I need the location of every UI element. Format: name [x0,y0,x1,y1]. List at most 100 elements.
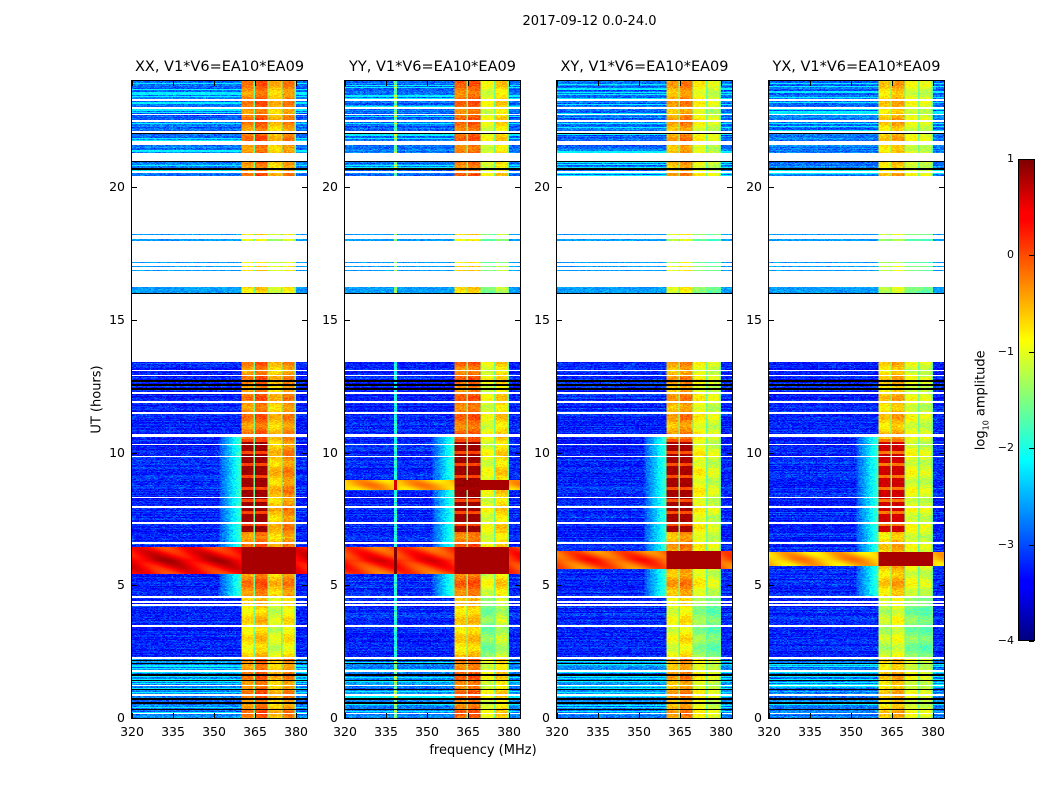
x-tick [173,81,175,86]
y-tick-label: 20 [109,179,125,195]
x-tick [132,81,133,86]
x-tick [851,81,853,86]
y-tick [302,452,307,454]
x-tick [427,81,429,86]
colorbar-tick [1029,159,1034,160]
x-tick [639,713,641,718]
y-tick [727,452,732,454]
y-tick [769,319,774,321]
colorbar-tick [1029,641,1034,642]
x-tick-label: 365 [456,724,480,739]
x-tick-label: 380 [284,724,308,739]
x-tick-label: 320 [120,724,144,739]
colorbar-tick-label: −2 [997,441,1014,455]
y-tick-label: 15 [322,311,338,327]
spectrogram-heatmap [557,81,732,718]
y-tick [345,452,350,454]
y-tick [939,718,944,719]
x-tick [680,713,682,718]
x-tick-label: 365 [243,724,267,739]
y-tick [345,187,350,189]
x-tick [255,81,257,86]
spectrogram-panel [131,80,308,719]
x-tick [557,713,558,718]
figure-title: 2017-09-12 0.0-24.0 [522,14,657,29]
x-tick [386,81,388,86]
x-tick [680,81,682,86]
colorbar-tick-label: 0 [1007,248,1014,262]
y-tick [132,319,137,321]
y-tick [769,187,774,189]
y-tick-label: 5 [754,577,762,593]
spectrogram-panel [768,80,945,719]
y-tick [515,585,520,587]
spectrogram-heatmap [769,81,944,718]
y-axis-label: UT (hours) [89,365,105,434]
y-tick [557,452,562,454]
y-tick [132,718,137,719]
x-tick [345,713,346,718]
spectrogram-panel [556,80,733,719]
y-tick [345,585,350,587]
x-tick [892,81,894,86]
y-tick [515,452,520,454]
x-tick-label: 320 [333,724,357,739]
y-tick-label: 15 [746,311,762,327]
y-tick [769,452,774,454]
y-tick-label: 0 [330,710,338,725]
x-tick [173,713,175,718]
y-tick [727,718,732,719]
y-tick [769,718,774,719]
y-tick-label: 10 [109,444,125,460]
y-tick [939,585,944,587]
y-tick [557,319,562,321]
y-tick [939,319,944,321]
spectrogram-heatmap [345,81,520,718]
y-tick-label: 20 [746,179,762,195]
y-tick [515,319,520,321]
x-tick-label: 350 [202,724,226,739]
y-tick [345,319,350,321]
x-tick-label: 320 [757,724,781,739]
x-tick [892,713,894,718]
x-tick-label: 350 [839,724,863,739]
x-tick [468,713,470,718]
panel-title: YY, V1*V6=EA10*EA09 [349,59,516,75]
x-tick-label: 350 [415,724,439,739]
x-tick-label: 350 [627,724,651,739]
x-tick [769,81,770,86]
x-tick-label: 335 [374,724,398,739]
y-tick-label: 15 [534,311,550,327]
x-tick-label: 335 [161,724,185,739]
y-tick [939,187,944,189]
colorbar-tick [1029,255,1034,257]
colorbar-label-sub: 10 [981,420,991,431]
x-tick [296,713,298,718]
y-tick [132,452,137,454]
x-tick [509,713,511,718]
x-tick [214,81,216,86]
x-tick [345,81,346,86]
y-tick [302,585,307,587]
x-tick [386,713,388,718]
y-tick [727,585,732,587]
colorbar-label-suffix: amplitude [973,350,989,421]
x-tick-label: 365 [668,724,692,739]
x-tick [933,81,935,86]
y-tick [345,718,350,719]
y-tick [132,585,137,587]
y-tick-label: 10 [534,444,550,460]
x-tick-label: 380 [497,724,521,739]
x-tick [468,81,470,86]
colorbar-tick-label: −4 [997,634,1014,647]
panel-title: XY, V1*V6=EA10*EA09 [560,59,729,75]
x-tick [933,713,935,718]
y-tick-label: 5 [117,577,125,593]
x-tick [296,81,298,86]
x-tick [427,713,429,718]
x-tick-label: 365 [880,724,904,739]
y-tick [515,187,520,189]
x-tick [810,713,812,718]
y-tick-label: 0 [542,710,550,725]
colorbar-tick-label: −3 [997,537,1014,551]
